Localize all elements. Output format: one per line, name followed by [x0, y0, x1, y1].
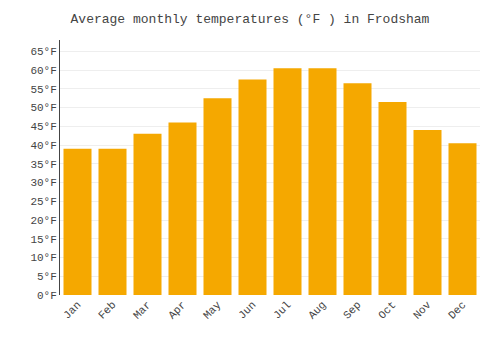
svg-text:10°F: 10°F [30, 252, 56, 264]
svg-text:30°F: 30°F [30, 177, 56, 189]
svg-text:50°F: 50°F [30, 102, 56, 114]
svg-text:40°F: 40°F [30, 140, 56, 152]
svg-text:Feb: Feb [96, 299, 118, 321]
svg-text:65°F: 65°F [30, 46, 56, 58]
svg-text:Jun: Jun [236, 299, 258, 321]
svg-text:60°F: 60°F [30, 65, 56, 77]
svg-text:45°F: 45°F [30, 121, 56, 133]
svg-text:Nov: Nov [411, 299, 434, 322]
svg-text:Apr: Apr [166, 299, 188, 321]
svg-text:Dec: Dec [446, 299, 468, 321]
svg-text:25°F: 25°F [30, 196, 56, 208]
svg-text:55°F: 55°F [30, 84, 56, 96]
svg-text:Average monthly temperatures (: Average monthly temperatures (°F ) in Fr… [71, 12, 430, 27]
svg-text:15°F: 15°F [30, 234, 56, 246]
svg-text:Oct: Oct [376, 299, 398, 321]
svg-text:5°F: 5°F [37, 271, 57, 283]
svg-text:Mar: Mar [131, 299, 153, 321]
svg-text:Sep: Sep [341, 299, 363, 321]
svg-text:May: May [201, 299, 224, 322]
svg-text:Aug: Aug [306, 299, 328, 321]
svg-text:Jul: Jul [271, 299, 293, 321]
svg-text:Jan: Jan [61, 299, 83, 321]
svg-text:0°F: 0°F [37, 290, 57, 302]
svg-text:35°F: 35°F [30, 159, 56, 171]
svg-text:20°F: 20°F [30, 215, 56, 227]
